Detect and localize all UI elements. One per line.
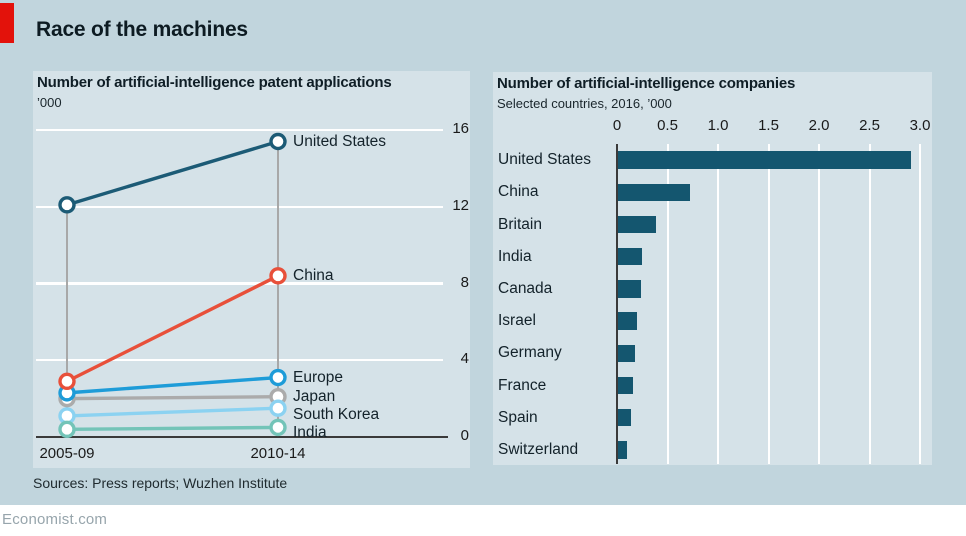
series-label-china: China [293,266,334,284]
marker-europe-1 [269,368,287,387]
gridline-0.5 [666,144,669,464]
period-drop-line-0 [65,204,69,437]
bar-china [618,183,690,202]
x-tick-label-2.5: 2.5 [859,117,880,134]
companies-panel: Number of artificial-intelligence compan… [493,72,932,465]
series-label-south-korea: South Korea [293,405,380,423]
category-label-britain: Britain [498,215,542,233]
category-label-india: India [498,247,532,265]
series-line-united-states [66,139,279,207]
economist-brand: Economist.com [2,511,108,528]
x-axis-line [36,436,448,438]
slope-lines-svg [58,132,287,439]
series-label-japan: Japan [293,387,336,405]
category-label-switzerland: Switzerland [498,440,579,458]
series-line-south-korea [66,406,279,418]
y-tick-label-0: 0 [460,427,469,444]
x-tick-label-0: 2005-09 [39,445,95,462]
bar-israel [618,312,638,330]
gridline-3.0 [919,144,921,464]
marker-united-states-1 [269,132,287,151]
x-tick-label-1.5: 1.5 [758,117,779,134]
bar-canada [618,280,642,298]
bar-france [618,376,634,395]
marker-india-0 [58,420,76,439]
marker-india-1 [269,418,287,437]
category-label-france: France [498,376,547,394]
gridline-12 [36,205,443,208]
period-drop-line-1 [276,141,280,437]
slope-chart-plot: 0 4 8 12 16 2005-09 2010-14 United States China E… [33,71,470,468]
marker-china-1 [269,267,287,285]
y-axis-line [616,144,618,464]
patents-panel: Number of artificial-intelligence patent… [33,71,470,468]
gridline-2.0 [818,144,820,464]
bar-united-states [618,151,911,169]
marker-south-korea-1 [269,399,287,417]
x-tick-label-1: 2010-14 [250,445,306,462]
series-line-europe [66,375,279,395]
category-label-china: China [498,183,539,201]
sources-note: Sources: Press reports; Wuzhen Institute [33,475,288,491]
x-tick-label-2.0: 2.0 [808,117,830,134]
gridline-1.5 [767,144,770,464]
economist-red-tab [0,3,14,43]
y-tick-label-12: 12 [452,196,469,214]
patents-chart-title: Number of artificial-intelligence patent… [37,74,392,91]
companies-chart-title: Number of artificial-intelligence compan… [497,75,796,92]
series-label-europe: Europe [293,368,343,386]
bar-chart-plot: 0 0.5 1.0 1.5 2.0 2.5 3.0 United States China Bri… [493,72,932,465]
category-label-canada: Canada [498,279,553,297]
bar-india [618,247,643,266]
x-tick-label-3.0: 3.0 [909,117,931,134]
marker-china-0 [58,372,76,391]
gridline-2.5 [868,144,871,464]
bar-switzerland [618,441,628,459]
bar-spain [618,408,632,427]
category-label-germany: Germany [498,344,562,362]
category-label-israel: Israel [498,312,536,330]
patents-chart-unit: ’000 [37,95,62,110]
y-tick-label-8: 8 [460,273,469,291]
gridline-1.0 [717,144,719,464]
y-tick-label-16: 16 [452,120,469,137]
marker-united-states-0 [58,196,76,214]
y-tick-label-4: 4 [460,350,469,368]
x-tick-label-0: 0 [612,117,622,134]
bar-germany [618,344,636,363]
gridline-4 [36,359,443,362]
footer-strip: Economist.com [0,505,966,536]
gridline-16 [36,128,443,132]
companies-chart-subtitle: Selected countries, 2016, ’000 [497,96,672,111]
category-label-spain: Spain [498,408,538,426]
gridline-8 [36,282,443,285]
series-line-china [66,274,279,383]
x-tick-label-1.0: 1.0 [707,117,729,134]
category-label-united-states: United States [498,151,592,169]
series-label-united-states: United States [293,132,387,150]
series-label-india: India [293,423,327,441]
main-title: Race of the machines [36,18,248,41]
series-line-japan [66,395,279,401]
bar-britain [618,215,657,234]
series-line-india [66,425,279,432]
x-tick-label-0.5: 0.5 [657,117,678,134]
